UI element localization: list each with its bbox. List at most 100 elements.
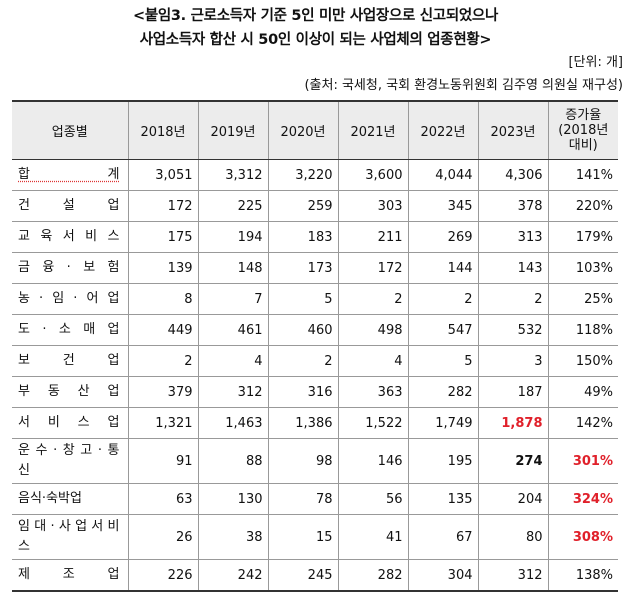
cell-2019: 88: [197, 438, 269, 484]
cell-growth: 179%: [547, 221, 618, 253]
cell-2022: 5: [407, 345, 479, 377]
header-2022: 2022년: [407, 100, 479, 160]
table-row: 음식·숙박업 63 130 78 56 135 204 324%: [12, 483, 618, 515]
cell-growth: 25%: [547, 283, 618, 315]
cell-2022: 144: [407, 252, 479, 284]
cell-2021: 211: [337, 221, 409, 253]
cell-2019: 194: [197, 221, 269, 253]
cell-2021: 41: [337, 514, 409, 560]
cell-2018: 226: [127, 559, 199, 592]
cell-2020: 78: [267, 483, 339, 515]
row-label: 금 융 · 보 험: [12, 252, 129, 284]
cell-2022: 4,044: [407, 159, 479, 191]
header-2019: 2019년: [197, 100, 269, 160]
cell-growth: 118%: [547, 314, 618, 346]
cell-2020: 2: [267, 345, 339, 377]
cell-2021: 1,522: [337, 407, 409, 439]
row-label: 제 조 업: [12, 559, 129, 592]
row-label: 건 설 업: [12, 190, 129, 222]
cell-2019: 148: [197, 252, 269, 284]
cell-2018: 8: [127, 283, 199, 315]
cell-2021: 498: [337, 314, 409, 346]
table-row: 농 · 임 · 어 업 8 7 5 2 2 2 25%: [12, 283, 618, 315]
industry-table: 업종별 2018년 2019년 2020년 2021년 2022년 2023년 …: [12, 100, 618, 592]
row-label: 운 수 · 창 고 · 통 신: [12, 438, 129, 484]
cell-2022: 2: [407, 283, 479, 315]
cell-2020: 5: [267, 283, 339, 315]
cell-2018: 63: [127, 483, 199, 515]
cell-growth: 138%: [547, 559, 618, 592]
table-row: 보 건 업 2 4 2 4 5 3 150%: [12, 345, 618, 377]
cell-2018: 91: [127, 438, 199, 484]
table-row: 금 융 · 보 험 139 148 173 172 144 143 103%: [12, 252, 618, 284]
cell-growth: 220%: [547, 190, 618, 222]
header-2020: 2020년: [267, 100, 339, 160]
cell-growth: 103%: [547, 252, 618, 284]
cell-2021: 146: [337, 438, 409, 484]
cell-2018: 1,321: [127, 407, 199, 439]
cell-growth: 142%: [547, 407, 618, 439]
cell-2019: 461: [197, 314, 269, 346]
cell-2023: 378: [477, 190, 549, 222]
cell-2021: 282: [337, 559, 409, 592]
cell-2020: 259: [267, 190, 339, 222]
unit-label: [단위: 개]: [568, 55, 623, 70]
cell-2021: 4: [337, 345, 409, 377]
cell-2020: 460: [267, 314, 339, 346]
header-2018: 2018년: [127, 100, 199, 160]
cell-2020: 316: [267, 376, 339, 408]
cell-2022: 547: [407, 314, 479, 346]
cell-2019: 225: [197, 190, 269, 222]
cell-2019: 130: [197, 483, 269, 515]
cell-2023: 2: [477, 283, 549, 315]
row-label: 음식·숙박업: [12, 483, 129, 515]
cell-2022: 282: [407, 376, 479, 408]
cell-2020: 3,220: [267, 159, 339, 191]
cell-growth-highlight: 301%: [547, 438, 618, 484]
cell-2022: 1,749: [407, 407, 479, 439]
table-row: 도 · 소 매 업 449 461 460 498 547 532 118%: [12, 314, 618, 346]
cell-2022: 304: [407, 559, 479, 592]
cell-2023: 187: [477, 376, 549, 408]
cell-2023: 80: [477, 514, 549, 560]
cell-2020: 245: [267, 559, 339, 592]
title-line-1: <붙임3. 근로소득자 기준 5인 미만 사업장으로 신고되었으나: [132, 8, 499, 24]
cell-growth: 150%: [547, 345, 618, 377]
cell-2022: 195: [407, 438, 479, 484]
cell-2022: 135: [407, 483, 479, 515]
table-row: 건 설 업 172 225 259 303 345 378 220%: [12, 190, 618, 222]
row-label: 부 동 산 업: [12, 376, 129, 408]
cell-2023-highlight: 274: [477, 438, 549, 484]
cell-2018: 449: [127, 314, 199, 346]
header-2021: 2021년: [337, 100, 409, 160]
table-row: 서 비 스 업 1,321 1,463 1,386 1,522 1,749 1,…: [12, 407, 618, 439]
header-industry: 업종별: [12, 100, 129, 160]
cell-2019: 4: [197, 345, 269, 377]
table-header-row: 업종별 2018년 2019년 2020년 2021년 2022년 2023년 …: [12, 100, 618, 160]
cell-2020: 98: [267, 438, 339, 484]
cell-2019: 312: [197, 376, 269, 408]
cell-2018: 3,051: [127, 159, 199, 191]
header-growth: 증가율 (2018년 대비): [547, 100, 618, 160]
table-row: 제 조 업 226 242 245 282 304 312 138%: [12, 559, 618, 592]
row-label: 임 대 · 사 업 서 비 스: [12, 514, 129, 560]
cell-2023: 3: [477, 345, 549, 377]
cell-growth: 141%: [547, 159, 618, 191]
cell-2018: 139: [127, 252, 199, 284]
table-row: 교 육 서 비 스 175 194 183 211 269 313 179%: [12, 221, 618, 253]
cell-2023: 532: [477, 314, 549, 346]
cell-2020: 15: [267, 514, 339, 560]
cell-2022: 345: [407, 190, 479, 222]
row-label: 합 계: [12, 159, 129, 191]
header-2023: 2023년: [477, 100, 549, 160]
cell-2023-highlight: 1,878: [477, 407, 549, 439]
cell-growth: 49%: [547, 376, 618, 408]
cell-2018: 379: [127, 376, 199, 408]
cell-2021: 363: [337, 376, 409, 408]
cell-2023: 4,306: [477, 159, 549, 191]
cell-2022: 67: [407, 514, 479, 560]
cell-2022: 269: [407, 221, 479, 253]
cell-2019: 7: [197, 283, 269, 315]
cell-2023: 313: [477, 221, 549, 253]
